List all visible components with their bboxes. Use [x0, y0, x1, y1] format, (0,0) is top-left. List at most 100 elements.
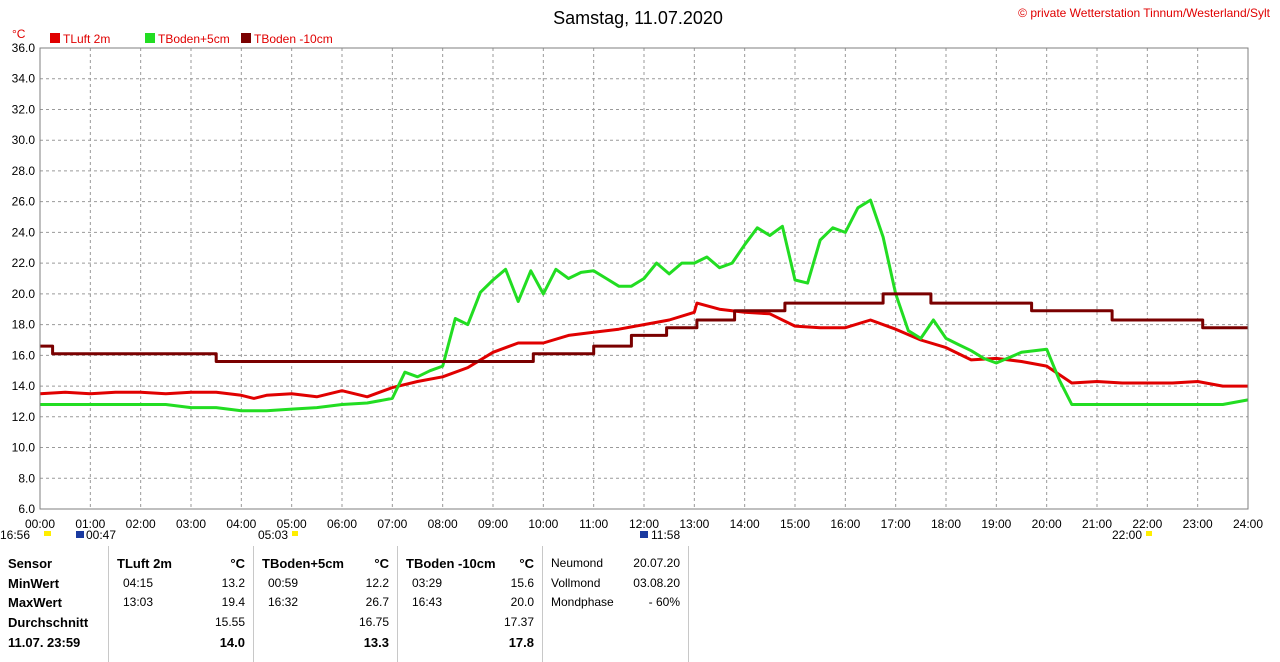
tboden10-last-value: 17.8 [508, 635, 534, 650]
series-line-tboden5 [40, 198, 1249, 413]
moon-new-date: 20.07.20 [633, 556, 680, 570]
tluft-avg-value: 15.55 [214, 615, 245, 629]
tboden5-min-time: 00:59 [268, 576, 299, 590]
tboden10-max-time: 16:43 [412, 595, 443, 609]
legend-label-tluft: TLuft 2m [63, 32, 110, 46]
sunset-prev-label: 16:56 [0, 528, 30, 542]
y-tick-label: 20.0 [12, 287, 36, 301]
moon-phase-value: - 60% [648, 595, 680, 609]
tluft-min-time: 04:15 [123, 576, 154, 590]
tboden5-avg-value: 16.75 [358, 615, 389, 629]
sunrise-label: 05:03 [258, 528, 288, 542]
moonset-icon [640, 531, 648, 538]
series-line-tboden10 [40, 292, 1248, 363]
y-tick-label: 18.0 [12, 318, 36, 332]
y-tick-label: 34.0 [12, 72, 36, 86]
x-tick-label: 16:00 [830, 517, 860, 531]
sun-marker-icon [44, 531, 51, 536]
x-tick-label: 11:00 [579, 517, 608, 531]
tluft-last-value: 14.0 [219, 635, 245, 650]
y-axis-unit-label: °C [12, 27, 26, 41]
x-tick-label: 03:00 [176, 517, 206, 531]
tboden10-min-time: 03:29 [412, 576, 443, 590]
avg-row-label: Durchschnitt [8, 615, 89, 630]
x-tick-label: 12:00 [629, 517, 659, 531]
tboden5-max-value: 26.7 [365, 595, 389, 609]
moonrise-label: 00:47 [86, 528, 116, 542]
tluft-min-value: 13.2 [221, 576, 245, 590]
y-tick-label: 12.0 [12, 410, 36, 424]
y-tick-label: 30.0 [12, 133, 36, 147]
plot-frame [39, 47, 1249, 510]
y-tick-label: 8.0 [18, 471, 35, 485]
x-tick-label: 09:00 [478, 517, 508, 531]
x-tick-label: 19:00 [981, 517, 1011, 531]
tboden5-min-value: 12.2 [365, 576, 389, 590]
x-tick-label: 08:00 [428, 517, 458, 531]
tluft-max-value: 19.4 [221, 595, 245, 609]
x-tick-label: 06:00 [327, 517, 357, 531]
x-tick-label: 04:00 [226, 517, 256, 531]
y-tick-label: 14.0 [12, 379, 36, 393]
tboden10-max-value: 20.0 [510, 595, 534, 609]
moon-full-date: 03.08.20 [633, 576, 680, 590]
stats-tboden10-column: TBoden -10cm °C 03:29 15.6 16:43 20.0 17.37… [398, 546, 543, 662]
stats-moon-column: Neumond 20.07.20 Vollmond 03.08.20 Mondpha… [543, 546, 689, 662]
x-tick-label: 17:00 [881, 517, 911, 531]
y-tick-label: 6.0 [18, 502, 35, 516]
y-tick-label: 10.0 [12, 441, 36, 455]
stats-tboden5-column: TBoden+5cm °C 00:59 12.2 16:32 26.7 16.75 1… [254, 546, 398, 662]
legend-swatch-tboden5 [145, 33, 155, 43]
tboden10-min-value: 15.6 [510, 576, 534, 590]
x-tick-label: 07:00 [377, 517, 407, 531]
x-tick-label: 20:00 [1032, 517, 1062, 531]
x-axis: 00:00 01:00 02:00 03:00 04:00 05:00 06:00 07:00… [25, 517, 1263, 531]
astro-row: 16:56 00:47 05:03 11:58 22:00 [0, 528, 1152, 542]
sunset-icon [1146, 531, 1152, 536]
moon-full-label: Vollmond [551, 576, 601, 590]
chart-title: Samstag, 11.07.2020 [553, 8, 723, 28]
x-tick-label: 24:00 [1233, 517, 1263, 531]
max-row-label: MaxWert [8, 595, 62, 610]
tboden5-unit: °C [374, 556, 389, 571]
min-row-label: MinWert [8, 576, 60, 591]
x-tick-label: 01:00 [75, 517, 105, 531]
y-tick-label: 24.0 [12, 225, 36, 239]
y-tick-label: 16.0 [12, 348, 36, 362]
sensor-header: Sensor [8, 556, 53, 571]
moon-new-label: Neumond [551, 556, 604, 570]
x-tick-label: 18:00 [931, 517, 961, 531]
series-line-tluft [39, 301, 1248, 400]
x-tick-label: 05:00 [277, 517, 307, 531]
y-axis: 6.0 8.0 10.0 12.0 14.0 16.0 18.0 20.0 22.0 24.0 26… [12, 41, 36, 516]
x-tick-label: 10:00 [528, 517, 558, 531]
legend-label-tboden5: TBoden+5cm [158, 32, 230, 46]
x-tick-label: 14:00 [730, 517, 760, 531]
series-layer [39, 198, 1249, 413]
legend-swatch-tluft [50, 33, 60, 43]
legend: TLuft 2m TBoden+5cm TBoden -10cm [50, 32, 333, 46]
x-tick-label: 13:00 [679, 517, 709, 531]
tluft-header: TLuft 2m [117, 556, 172, 571]
sunrise-icon [292, 531, 298, 536]
x-tick-label: 23:00 [1183, 517, 1213, 531]
x-tick-label: 00:00 [25, 517, 55, 531]
sunset-label: 22:00 [1112, 528, 1142, 542]
y-tick-label: 26.0 [12, 195, 36, 209]
moon-phase-label: Mondphase [551, 595, 614, 609]
y-tick-label: 36.0 [12, 41, 36, 55]
stats-tluft-column: TLuft 2m °C 04:15 13.2 13:03 19.4 15.55 14.… [109, 546, 254, 662]
chart-area: Samstag, 11.07.2020 © private Wetterstat… [0, 6, 1271, 542]
stats-table: Sensor MinWert MaxWert Durchschnitt 11.0… [0, 546, 1280, 662]
moonrise-icon [76, 531, 84, 538]
x-tick-label: 02:00 [126, 517, 156, 531]
y-tick-label: 32.0 [12, 102, 36, 116]
x-tick-label: 15:00 [780, 517, 810, 531]
tluft-max-time: 13:03 [123, 595, 154, 609]
tboden10-avg-value: 17.37 [503, 615, 534, 629]
tboden10-unit: °C [519, 556, 534, 571]
last-row-label: 11.07. 23:59 [8, 635, 81, 650]
x-tick-label: 21:00 [1082, 517, 1112, 531]
copyright-label: © private Wetterstation Tinnum/Westerlan… [1018, 6, 1271, 20]
legend-label-tboden10: TBoden -10cm [254, 32, 333, 46]
